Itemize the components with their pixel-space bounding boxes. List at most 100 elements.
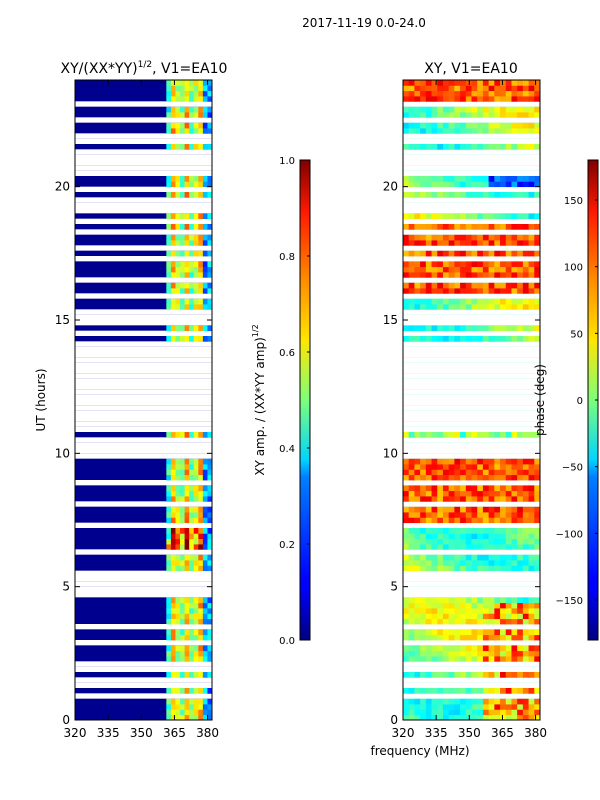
colorbar-tick-label: 0.0 (279, 636, 295, 647)
heat-cell (528, 304, 535, 310)
heat-cell (471, 506, 478, 513)
heat-cell (202, 261, 209, 268)
heat-cell (494, 704, 501, 710)
heat-cell (460, 336, 467, 342)
heat-cell (166, 90, 172, 97)
heat-cell (517, 85, 524, 92)
heat-cell (403, 85, 410, 92)
heat-cell (198, 336, 204, 342)
heat-cell (460, 613, 467, 620)
heat-cell (425, 458, 433, 465)
heat-cell (193, 288, 199, 294)
heat-cell (494, 432, 501, 438)
phase-xaxis: 320 335 350 365 380 (392, 80, 547, 740)
x-tick-label: 380 (196, 726, 219, 740)
heat-cell (202, 512, 209, 518)
heat-cell (180, 85, 186, 92)
heat-cell (517, 192, 524, 198)
heat-cell (448, 266, 455, 273)
heat-cell (511, 533, 518, 540)
heat-cell (500, 181, 507, 188)
heat-cell (482, 645, 490, 652)
heat-cell (207, 656, 212, 662)
heat-cell (511, 506, 518, 513)
heat-cell (454, 192, 461, 198)
heat-cell (477, 629, 484, 636)
heat-cell (420, 704, 427, 710)
heat-cell (198, 506, 204, 513)
heat-cell (207, 464, 212, 470)
heat-cell (500, 176, 507, 182)
heat-cell (517, 458, 524, 465)
heat-cell (403, 618, 410, 625)
heat-cell (408, 602, 416, 609)
heat-cell (522, 282, 530, 289)
heat-cell (522, 650, 530, 657)
heat-cell (494, 234, 501, 241)
heat-cell (425, 704, 433, 710)
heat-cell (477, 554, 484, 561)
heat-cell (408, 288, 416, 294)
heat-cell (534, 656, 540, 662)
heat-cell (534, 272, 540, 278)
heat-cell (517, 490, 524, 497)
flagged-row (403, 693, 540, 699)
heat-cell (465, 304, 473, 310)
heat-cell (505, 698, 513, 705)
heat-cell (465, 282, 473, 289)
heat-cell (534, 96, 540, 102)
heat-cell (431, 282, 438, 289)
heat-cell (189, 474, 195, 481)
y-tick-label: 0 (62, 713, 70, 727)
heat-cell (180, 282, 186, 289)
heat-cell (517, 240, 524, 246)
flagged-row (75, 666, 212, 672)
flagged-row (403, 426, 540, 432)
heat-cell (448, 128, 455, 134)
heat-cell (420, 506, 427, 513)
heat-cell (403, 602, 410, 609)
heat-cell (202, 234, 209, 241)
heat-cell (517, 298, 524, 305)
heat-cell (517, 90, 524, 97)
heat-cell (465, 629, 473, 636)
heat-cell (180, 650, 186, 657)
heat-cell (528, 469, 535, 476)
heat-cell (528, 288, 535, 294)
heat-cell (202, 565, 209, 572)
heat-cell (193, 85, 199, 92)
flagged-row (403, 341, 540, 347)
heat-cell (448, 560, 455, 566)
heat-cell (202, 613, 209, 620)
heat-cell (202, 506, 209, 513)
heat-cell (511, 474, 518, 481)
heat-cell (207, 560, 212, 566)
heat-cell (166, 538, 172, 545)
heat-cell (175, 288, 181, 294)
heat-cell (166, 629, 172, 636)
heat-cell (189, 112, 195, 118)
heat-cell (175, 650, 181, 657)
heat-cell (431, 288, 438, 294)
heat-cell (465, 96, 473, 102)
heat-cell (517, 533, 524, 540)
heat-cell (207, 517, 212, 524)
flagged-row (75, 480, 212, 486)
heat-cell (184, 602, 190, 609)
heat-cell (471, 128, 478, 134)
heat-cell (437, 144, 444, 150)
heat-cell (166, 96, 172, 102)
heat-cell (207, 554, 212, 561)
heat-cell (408, 464, 416, 470)
heat-cell (528, 554, 535, 561)
flagged-row (75, 501, 212, 507)
heat-cell (184, 672, 190, 678)
heat-cell (403, 122, 410, 129)
heat-cell (471, 709, 478, 716)
heat-cell (511, 106, 518, 113)
heat-cell (505, 213, 513, 220)
heat-cell (180, 469, 186, 476)
heat-cell (180, 485, 186, 492)
heat-cell (477, 144, 484, 150)
heat-cell (534, 634, 540, 641)
